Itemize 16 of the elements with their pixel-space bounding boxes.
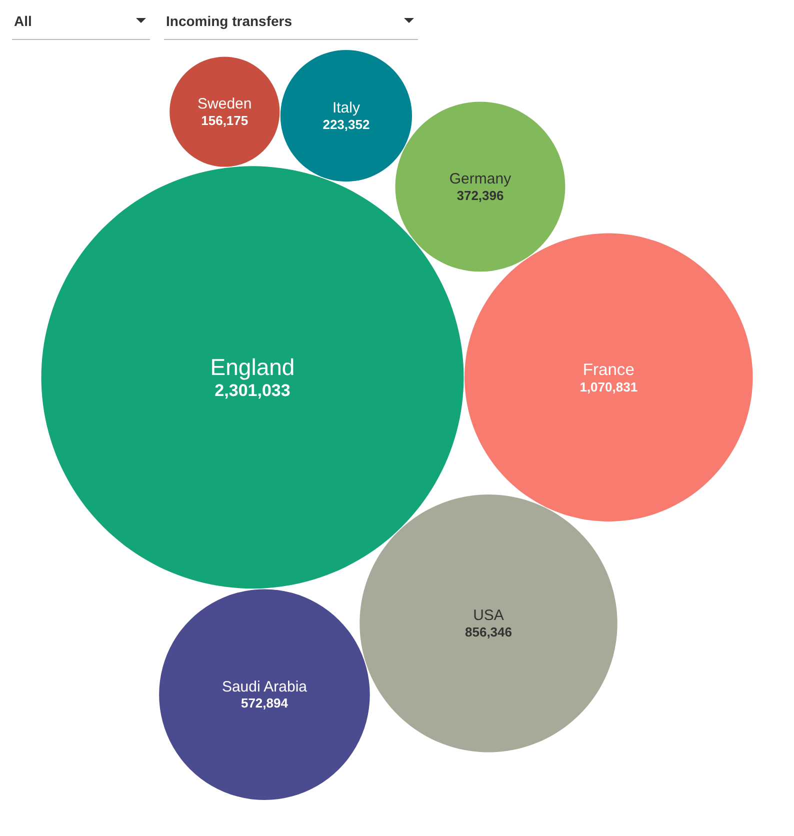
data-label: 372,396: [456, 188, 504, 203]
data-label: 156,175: [201, 112, 248, 128]
category-label: Italy: [332, 100, 360, 117]
category-label: Germany: [449, 170, 512, 188]
data-label: 2,301,033: [214, 381, 290, 400]
dropdown: All: [12, 8, 150, 40]
data-label: 856,346: [465, 624, 512, 640]
category-label: Sweden: [198, 95, 252, 112]
dropdown: Incoming transfers: [164, 8, 418, 40]
category-label: France: [582, 360, 634, 380]
category-label: USA: [473, 607, 504, 624]
data-label: 1,070,831: [580, 379, 638, 394]
category-label: Saudi Arabia: [222, 678, 308, 696]
data-label: 572,894: [240, 696, 289, 711]
data-label: 223,352: [322, 116, 370, 132]
category-label: England: [210, 354, 295, 380]
